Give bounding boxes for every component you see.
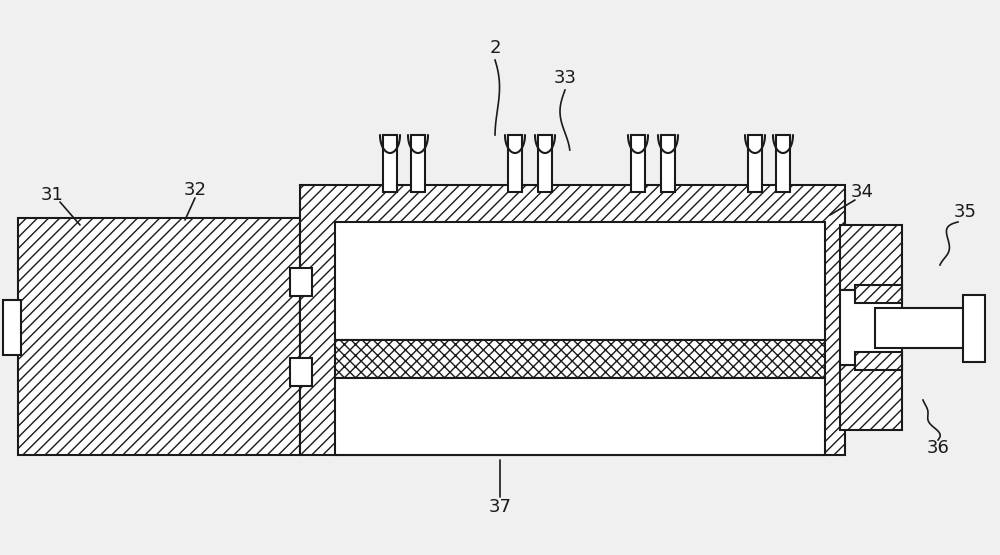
Bar: [748, 135, 762, 192]
Bar: [508, 135, 522, 192]
Bar: [631, 135, 645, 192]
Bar: [290, 358, 312, 386]
Bar: [383, 135, 397, 192]
Bar: [840, 290, 902, 365]
Bar: [335, 340, 825, 378]
Bar: [411, 135, 425, 192]
Text: 37: 37: [488, 498, 512, 516]
Bar: [840, 225, 902, 290]
Text: 31: 31: [41, 186, 63, 204]
Bar: [875, 308, 970, 348]
Bar: [3, 300, 21, 355]
Bar: [335, 222, 825, 340]
Bar: [300, 185, 845, 455]
Bar: [855, 285, 902, 303]
Text: 2: 2: [489, 39, 501, 57]
Bar: [538, 135, 552, 192]
Text: 35: 35: [954, 203, 976, 221]
Bar: [776, 135, 790, 192]
Text: 34: 34: [850, 183, 874, 201]
Text: 33: 33: [554, 69, 576, 87]
Bar: [661, 135, 675, 192]
Text: 36: 36: [927, 439, 949, 457]
Text: 32: 32: [184, 181, 207, 199]
Bar: [840, 365, 902, 430]
Bar: [290, 268, 312, 296]
Bar: [963, 295, 985, 362]
Bar: [18, 218, 300, 455]
Bar: [855, 352, 902, 370]
Bar: [335, 378, 825, 455]
